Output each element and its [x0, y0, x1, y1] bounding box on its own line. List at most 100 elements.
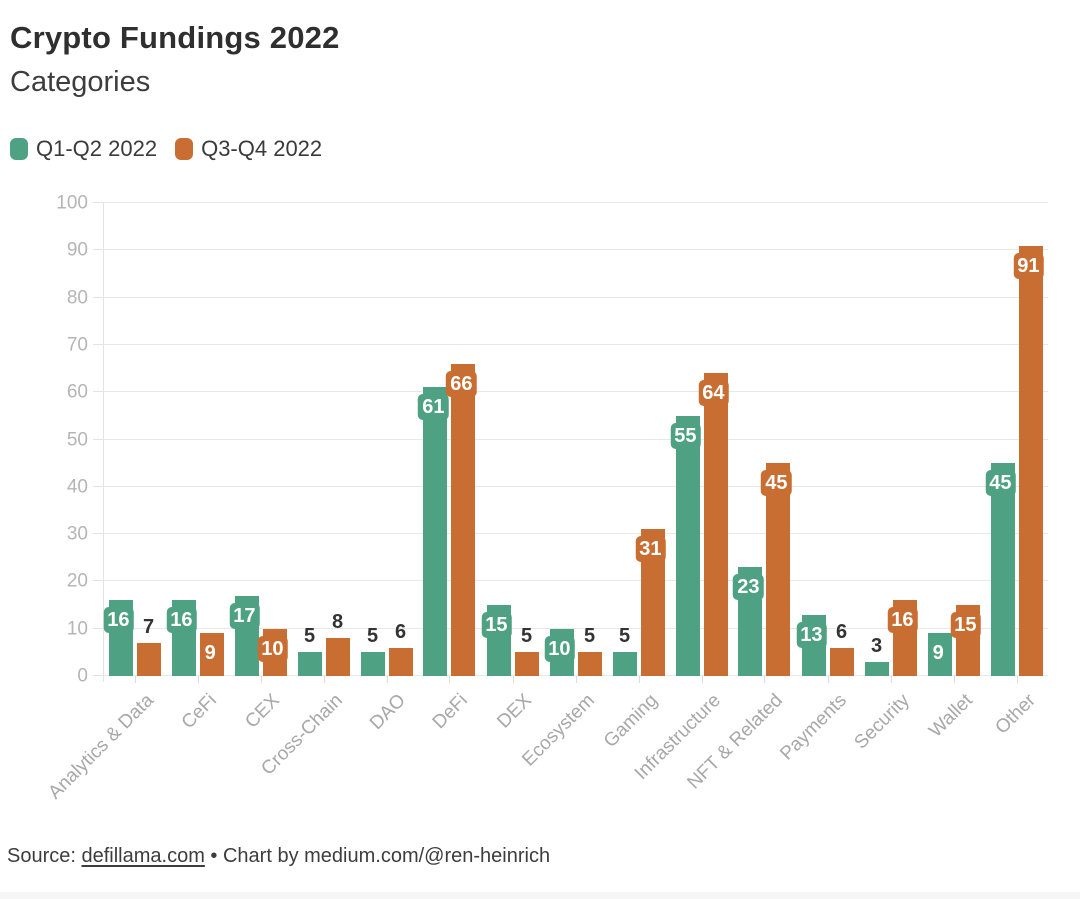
- gridline: [103, 343, 1048, 345]
- bar-value-label: 9: [200, 640, 220, 667]
- bar[interactable]: 7: [136, 616, 161, 676]
- category-group: 17 10 CEX: [229, 203, 292, 732]
- legend-item-q3-q4[interactable]: Q3-Q4 2022: [175, 136, 322, 162]
- category-group: 61 66 DeFi: [418, 203, 481, 733]
- bar[interactable]: 5: [514, 625, 539, 676]
- category-group: 13 6 Payments: [776, 203, 859, 765]
- bar[interactable]: 5: [360, 625, 385, 676]
- y-axis-tick: [93, 533, 103, 535]
- bar-value-label: 64: [698, 380, 729, 407]
- x-axis-tick: [386, 676, 388, 683]
- bar-value-label: 45: [761, 470, 792, 497]
- category-group: 10 5 Ecosystem: [518, 203, 607, 771]
- y-axis-tick: [93, 485, 103, 487]
- category-group: 5 31 Gaming: [599, 203, 670, 752]
- bar-value-label: 55: [670, 422, 701, 449]
- y-axis-tick: [93, 627, 103, 629]
- bar-value-label: 6: [394, 620, 407, 643]
- bar-value-label: 5: [366, 625, 379, 648]
- bar[interactable]: 5: [612, 625, 637, 676]
- bar[interactable]: 61: [418, 387, 449, 676]
- y-axis-tick: [93, 249, 103, 251]
- bar[interactable]: 23: [733, 567, 764, 676]
- bar-value-label: 66: [446, 370, 477, 397]
- gridline: [103, 249, 1048, 251]
- bar[interactable]: 10: [544, 628, 575, 676]
- bar-value-label: 15: [950, 612, 981, 639]
- bar[interactable]: 10: [257, 628, 288, 676]
- bar[interactable]: 45: [985, 463, 1016, 676]
- bar[interactable]: 15: [950, 605, 981, 676]
- bar-value-label: 61: [418, 394, 449, 421]
- source-link[interactable]: defillama.com: [81, 845, 205, 867]
- bar-value-label: 3: [870, 634, 883, 657]
- gridline: [103, 675, 1048, 676]
- category-group: 23 45 NFT & Related: [684, 203, 796, 793]
- bar-value-label: 5: [303, 625, 316, 648]
- x-axis-tick: [449, 676, 451, 683]
- category-group: 55 64 Infrastructure: [630, 203, 733, 784]
- bar[interactable]: 31: [635, 529, 666, 676]
- x-axis-tick: [827, 676, 829, 683]
- chart-subtitle: Categories: [10, 66, 151, 98]
- bar[interactable]: 16: [887, 600, 918, 676]
- x-axis-tick: [512, 676, 514, 683]
- bar[interactable]: 5: [297, 625, 322, 676]
- y-axis-label: 40: [66, 476, 88, 498]
- bar[interactable]: 16: [103, 600, 134, 676]
- y-axis-tick: [93, 580, 103, 582]
- bar[interactable]: 9: [199, 633, 224, 676]
- bar[interactable]: 64: [698, 373, 729, 676]
- category-group: 15 5 DEX: [481, 203, 544, 732]
- x-axis-tick: [953, 676, 955, 683]
- bar[interactable]: 13: [796, 614, 827, 676]
- y-axis-label: 90: [66, 239, 88, 261]
- bar[interactable]: 16: [166, 600, 197, 676]
- bar-value-label: 7: [142, 615, 155, 638]
- category-group: 9 15 Wallet: [922, 203, 985, 742]
- bar-value-label: 16: [166, 607, 197, 634]
- gridline: [103, 438, 1048, 440]
- bar-value-label: 17: [229, 602, 260, 629]
- gridline: [103, 391, 1048, 393]
- x-axis-tick: [323, 676, 325, 683]
- x-axis-tick: [638, 676, 640, 683]
- y-axis-label: 0: [77, 665, 88, 687]
- bar-value-label: 10: [257, 635, 288, 662]
- y-axis-tick: [93, 296, 103, 298]
- bar[interactable]: 3: [864, 635, 889, 676]
- legend-label-q3-q4: Q3-Q4 2022: [201, 136, 323, 161]
- bar[interactable]: 6: [829, 621, 854, 676]
- bar-value-label: 10: [544, 635, 575, 662]
- bar[interactable]: 9: [927, 633, 952, 676]
- bar[interactable]: 91: [1013, 245, 1044, 676]
- bar[interactable]: 15: [481, 605, 512, 676]
- credit-text: • Chart by medium.com/@ren-heinrich: [204, 845, 551, 867]
- y-axis-tick: [93, 343, 103, 345]
- y-axis-tick: [93, 675, 103, 676]
- x-axis-tick: [134, 676, 136, 683]
- bar[interactable]: 45: [761, 463, 792, 676]
- category-group: 3 16 Security: [850, 203, 922, 753]
- gridline: [103, 296, 1048, 298]
- x-axis-tick: [1016, 676, 1018, 683]
- legend-label-q1-q2: Q1-Q2 2022: [36, 136, 158, 161]
- bar[interactable]: 66: [446, 363, 477, 676]
- bar[interactable]: 8: [325, 611, 350, 676]
- bar-value-label: 15: [481, 612, 512, 639]
- bar[interactable]: 6: [388, 621, 413, 676]
- bar-value-label: 31: [635, 536, 666, 563]
- gridline: [103, 202, 1048, 203]
- bar[interactable]: 55: [670, 415, 701, 676]
- source-label: Source:: [7, 845, 82, 867]
- bar-value-label: 5: [583, 625, 596, 648]
- y-axis-label: 10: [66, 618, 88, 640]
- bar-value-label: 9: [928, 640, 948, 667]
- y-axis-label: 50: [66, 429, 88, 450]
- legend-item-q1-q2[interactable]: Q1-Q2 2022: [10, 136, 157, 162]
- bar[interactable]: 17: [229, 595, 260, 676]
- bar-value-label: 45: [985, 470, 1016, 497]
- bar[interactable]: 5: [577, 625, 602, 676]
- legend: Q1-Q2 2022 Q3-Q4 2022: [10, 136, 322, 162]
- y-axis-tick: [93, 202, 103, 203]
